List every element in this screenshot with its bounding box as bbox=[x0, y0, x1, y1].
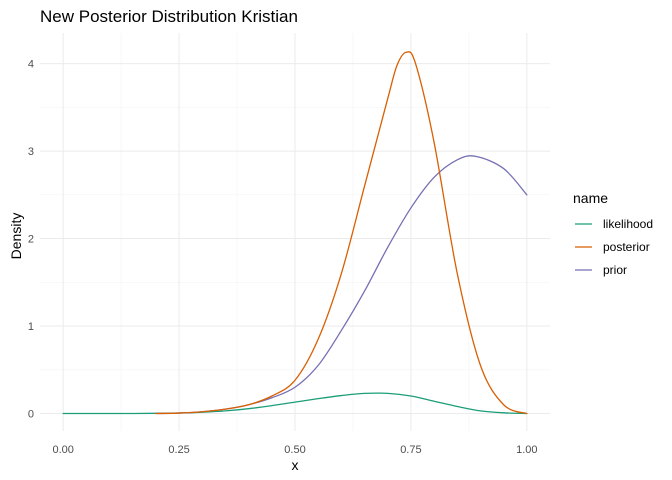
legend-label-likelihood: likelihood bbox=[603, 217, 653, 231]
series-line-prior bbox=[155, 155, 528, 415]
series-line-likelihood bbox=[62, 392, 528, 415]
legend: name likelihood posterior prior bbox=[573, 190, 653, 277]
y-tick-label: 1 bbox=[28, 321, 34, 333]
y-axis-title: Density bbox=[8, 213, 24, 260]
x-axis: 0.00 0.25 0.50 0.75 1.00 bbox=[52, 444, 537, 456]
series-layer bbox=[62, 51, 528, 415]
legend-title: name bbox=[573, 190, 608, 206]
y-axis: 0 1 2 3 4 bbox=[28, 59, 34, 421]
x-tick-label: 0.25 bbox=[168, 444, 189, 456]
x-tick-label: 0.75 bbox=[400, 444, 421, 456]
x-tick-label: 0.00 bbox=[52, 444, 73, 456]
grid bbox=[40, 33, 550, 431]
y-tick-label: 2 bbox=[28, 234, 34, 246]
y-tick-label: 4 bbox=[28, 59, 34, 71]
legend-label-posterior: posterior bbox=[603, 240, 650, 254]
series-line-posterior bbox=[155, 51, 528, 415]
x-tick-label: 0.50 bbox=[284, 444, 305, 456]
y-tick-label: 3 bbox=[28, 146, 34, 158]
x-axis-title: x bbox=[292, 457, 299, 473]
chart-title: New Posterior Distribution Kristian bbox=[40, 7, 298, 26]
y-tick-label: 0 bbox=[28, 409, 34, 421]
x-tick-label: 1.00 bbox=[516, 444, 537, 456]
legend-label-prior: prior bbox=[603, 263, 627, 277]
